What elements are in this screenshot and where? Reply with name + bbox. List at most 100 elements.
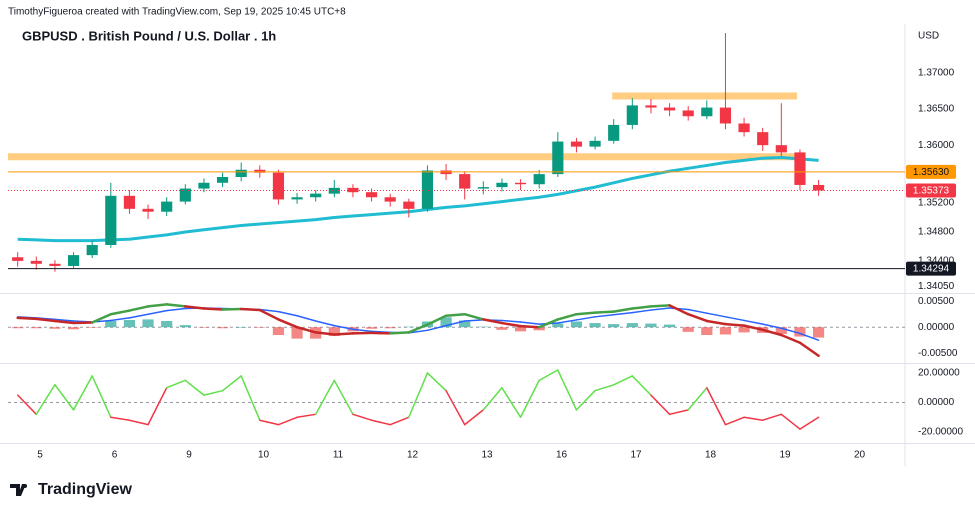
signal-segment <box>557 319 578 324</box>
logo-text: TradingView <box>38 481 133 498</box>
zone <box>8 153 803 161</box>
histogram-bar <box>719 327 732 335</box>
candle-body <box>291 197 303 200</box>
candle-body <box>701 107 713 117</box>
values-segment <box>501 386 522 419</box>
plot-area <box>8 33 905 430</box>
signal-segment <box>612 311 634 316</box>
x-tick-label: 19 <box>779 450 791 461</box>
values-segment <box>482 386 503 411</box>
values-segment <box>259 419 280 426</box>
macd-segment <box>649 304 671 308</box>
candle-body <box>477 187 489 189</box>
values-segment <box>538 369 559 382</box>
candle-body <box>49 263 61 266</box>
histogram-bar <box>663 324 676 328</box>
histogram-bar <box>738 327 750 333</box>
macd-segment <box>333 332 355 336</box>
signal-segment <box>408 329 429 334</box>
candle-body <box>86 244 98 256</box>
candle-body <box>459 174 471 189</box>
histogram-bar <box>459 320 471 328</box>
price-label: 1.35373 <box>913 186 950 197</box>
values-segment <box>557 369 578 411</box>
x-tick-label: 16 <box>556 450 568 461</box>
candle-body <box>645 105 657 108</box>
histogram-bar <box>105 320 117 328</box>
macd-segment <box>53 319 75 325</box>
candle-body <box>161 201 173 212</box>
values-segment <box>519 379 540 419</box>
values-segment <box>780 413 801 430</box>
candle-body <box>328 187 340 194</box>
macd-segment <box>184 305 206 310</box>
histogram-bar <box>179 325 191 328</box>
histogram-bar <box>496 327 508 330</box>
histogram-bar <box>49 327 61 329</box>
histogram-bar <box>589 323 601 328</box>
macd-segment <box>556 312 578 321</box>
candle-body <box>514 182 527 185</box>
macd-segment <box>612 307 634 313</box>
y-tick-label: -20.00000 <box>918 427 963 438</box>
candle-body <box>216 176 229 183</box>
histogram-bar <box>682 327 694 332</box>
histogram-bar <box>142 319 154 328</box>
histogram-bar <box>291 327 303 339</box>
histogram-bar <box>12 327 24 329</box>
price-label-bg <box>906 183 956 198</box>
candle-body <box>533 174 545 185</box>
values-segment <box>54 384 75 411</box>
signal-segment <box>463 319 485 322</box>
histogram-bar <box>775 327 787 334</box>
values-segment <box>221 375 242 392</box>
candle-body <box>254 169 266 173</box>
signal-segment <box>352 328 373 333</box>
values-segment <box>706 386 727 426</box>
x-tick-label: 13 <box>481 450 493 461</box>
macd-segment <box>761 328 783 337</box>
candle-body <box>738 123 750 133</box>
signal-segment <box>259 308 280 313</box>
x-tick-label: 6 <box>112 450 118 461</box>
macd-segment <box>146 303 168 308</box>
values-segment <box>724 416 745 426</box>
histogram-bar <box>67 327 80 330</box>
candle-body <box>421 170 434 209</box>
signal-segment <box>445 320 466 327</box>
signal-segment <box>594 313 615 318</box>
macd-segment <box>668 304 690 316</box>
values-segment <box>91 375 112 419</box>
signal-segment <box>426 324 447 332</box>
y-tick-label: 1.36500 <box>918 104 955 115</box>
histogram-bar <box>626 323 638 328</box>
values-segment <box>296 413 317 419</box>
candle-body <box>235 169 247 177</box>
logo <box>10 484 27 496</box>
y-tick-label: 0.00500 <box>918 296 955 307</box>
histogram-bar <box>514 327 527 332</box>
candle-body <box>12 257 24 261</box>
candle-body <box>812 184 825 191</box>
values-segment <box>165 379 187 389</box>
values-segment <box>445 389 466 426</box>
signal-segment <box>277 310 298 317</box>
signal-segment <box>780 327 801 335</box>
values-segment <box>352 413 373 421</box>
candle-body <box>30 260 42 264</box>
signal-segment <box>314 320 336 327</box>
currency: USD <box>918 31 939 42</box>
candle-body <box>775 145 787 153</box>
histogram-bar <box>701 327 713 335</box>
signal-segment <box>501 319 522 323</box>
histogram-bar <box>794 327 806 337</box>
macd-segment <box>202 307 224 311</box>
x-tick-label: 10 <box>258 450 270 461</box>
macd-segment <box>575 311 597 316</box>
values-segment <box>575 389 596 411</box>
histogram-bar <box>235 327 247 328</box>
signal-segment <box>54 318 75 322</box>
values-segment <box>370 419 391 426</box>
values-segment <box>277 416 298 426</box>
histogram-bar <box>365 327 378 329</box>
